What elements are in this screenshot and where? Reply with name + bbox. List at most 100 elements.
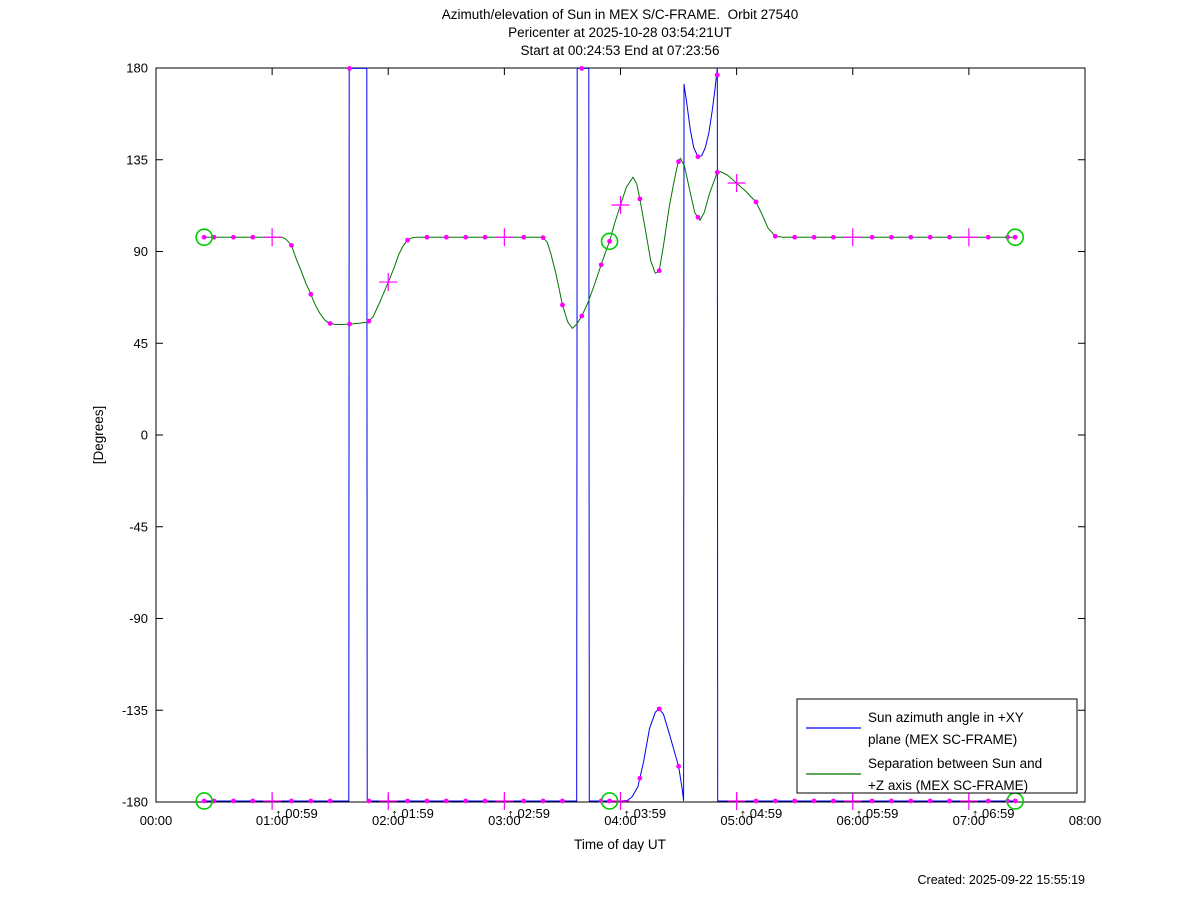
chart-title-line1: Azimuth/elevation of Sun in MEX S/C-FRAM…: [442, 7, 798, 22]
event-circle-marker: [1006, 228, 1024, 247]
ten-min-dot-marker: [231, 798, 236, 804]
x-tick-label: 02:00: [372, 813, 405, 828]
legend-box: [796, 698, 1078, 794]
ten-min-dot-marker: [540, 798, 546, 804]
ten-min-dot-marker: [889, 234, 894, 240]
ten-min-dot-marker: [637, 196, 643, 202]
ten-min-dot-marker: [579, 313, 585, 319]
ten-min-dot-marker: [347, 66, 352, 71]
ten-min-dot-marker: [947, 798, 952, 804]
hour-event-annotation: ↑ 05:59: [856, 806, 899, 821]
ten-min-dot-marker: [772, 798, 778, 804]
ten-min-dot-marker: [463, 234, 469, 240]
ten-min-dot-marker: [560, 798, 565, 804]
ten-min-dot-marker: [637, 775, 643, 781]
hour-event-annotation: ↑ 02:59: [507, 806, 550, 821]
ten-min-dot-marker: [289, 798, 294, 804]
hour-event-annotation: ↑ 00:59: [275, 806, 318, 821]
ten-min-dot-marker: [443, 234, 449, 240]
hour-plus-marker: [727, 791, 746, 810]
ten-min-dot-marker: [676, 763, 681, 769]
ten-min-dot-marker: [656, 268, 662, 274]
ten-min-dot-marker: [947, 234, 952, 240]
y-tick-label: -90: [129, 611, 148, 626]
hour-plus-marker: [495, 228, 514, 247]
legend-label-separation-line2: +Z axis (MEX SC-FRAME): [868, 778, 1028, 793]
event-dot-marker: [201, 234, 207, 240]
ten-min-dot-marker: [521, 798, 527, 804]
ten-min-dot-marker: [366, 798, 372, 804]
event-circle-marker: [195, 228, 213, 247]
ten-min-dot-marker: [521, 234, 527, 240]
y-tick-label: 180: [126, 61, 148, 76]
hour-plus-marker: [379, 791, 398, 810]
ten-min-dot-marker: [540, 235, 546, 241]
event-dot-marker: [607, 798, 612, 804]
x-tick-label: 05:00: [720, 813, 753, 828]
ten-min-dot-marker: [772, 233, 778, 239]
hour-plus-marker: [843, 228, 862, 247]
ten-min-dot-marker: [443, 798, 449, 804]
ten-min-dot-marker: [869, 234, 875, 240]
hour-plus-marker: [959, 228, 978, 247]
ten-min-dot-marker: [250, 798, 256, 804]
ten-min-dot-marker: [424, 798, 430, 804]
chart-title-line3: Start at 00:24:53 End at 07:23:56: [521, 43, 720, 58]
ten-min-dot-marker: [327, 798, 333, 804]
ten-min-dot-marker: [676, 159, 681, 165]
ten-min-dot-marker: [830, 234, 836, 240]
hour-plus-marker: [495, 791, 514, 810]
y-tick-label: -135: [122, 703, 148, 718]
hour-plus-marker: [379, 273, 398, 292]
event-dot-marker: [607, 238, 612, 244]
ten-min-dot-marker: [482, 234, 488, 240]
x-tick-label: 04:00: [604, 813, 637, 828]
legend-label-azimuth-line1: Sun azimuth angle in +XY: [868, 710, 1024, 725]
ten-min-dot-marker: [889, 798, 894, 804]
ten-min-dot-marker: [869, 798, 875, 804]
ten-min-dot-marker: [560, 302, 565, 308]
y-tick-label: 90: [134, 244, 148, 259]
azimuth-curve: [204, 67, 1016, 802]
event-dot-marker: [1012, 234, 1018, 240]
x-tick-label: 06:00: [836, 813, 869, 828]
ten-min-dot-marker: [327, 321, 333, 326]
ten-min-dot-marker: [714, 72, 720, 78]
y-tick-label: 45: [134, 336, 148, 351]
ten-min-dot-marker: [927, 798, 933, 804]
y-axis-label: [Degrees]: [91, 406, 106, 465]
ten-min-dot-marker: [579, 66, 585, 71]
hour-plus-marker: [843, 791, 862, 810]
legend-label-azimuth-line2: plane (MEX SC-FRAME): [868, 732, 1017, 747]
legend: Sun azimuth angle in +XY plane (MEX SC-F…: [796, 698, 1078, 794]
plot-border: [155, 67, 1086, 803]
ten-min-dot-marker: [811, 798, 817, 804]
ten-min-dot-marker: [656, 706, 662, 712]
chart-title-line2: Pericenter at 2025-10-28 03:54:21UT: [508, 25, 732, 40]
data-point-markers: [195, 66, 1024, 810]
ten-min-dot-marker: [811, 234, 817, 240]
ten-min-dot-marker: [695, 154, 701, 160]
ten-min-dot-marker: [753, 199, 759, 205]
ten-min-dot-marker: [231, 234, 236, 240]
hour-annotations: ↑ 00:59 ↑ 01:59 ↑ 02:59 ↑ 03:59 ↑ 04:59 ↑ 05:…: [275, 806, 1014, 821]
ten-min-dot-marker: [908, 798, 914, 804]
ten-min-dot-marker: [985, 234, 991, 240]
ten-min-dot-marker: [695, 214, 701, 220]
x-axis-label: Time of day UT: [574, 837, 666, 852]
hour-plus-marker: [263, 791, 282, 810]
ten-min-dot-marker: [250, 234, 256, 240]
hour-plus-marker: [959, 791, 978, 810]
event-circle-marker: [600, 232, 619, 251]
data-series: [204, 67, 1016, 802]
hour-event-annotation: ↑ 03:59: [624, 806, 667, 821]
ten-min-dot-marker: [714, 169, 720, 175]
ten-min-dot-marker: [598, 262, 604, 268]
event-circle-marker: [195, 792, 213, 810]
hour-event-annotation: ↑ 01:59: [391, 806, 434, 821]
ten-min-dot-marker: [927, 234, 933, 240]
y-tick-label: -45: [129, 519, 148, 534]
hour-plus-marker: [263, 228, 282, 247]
x-tick-label: 07:00: [953, 813, 986, 828]
